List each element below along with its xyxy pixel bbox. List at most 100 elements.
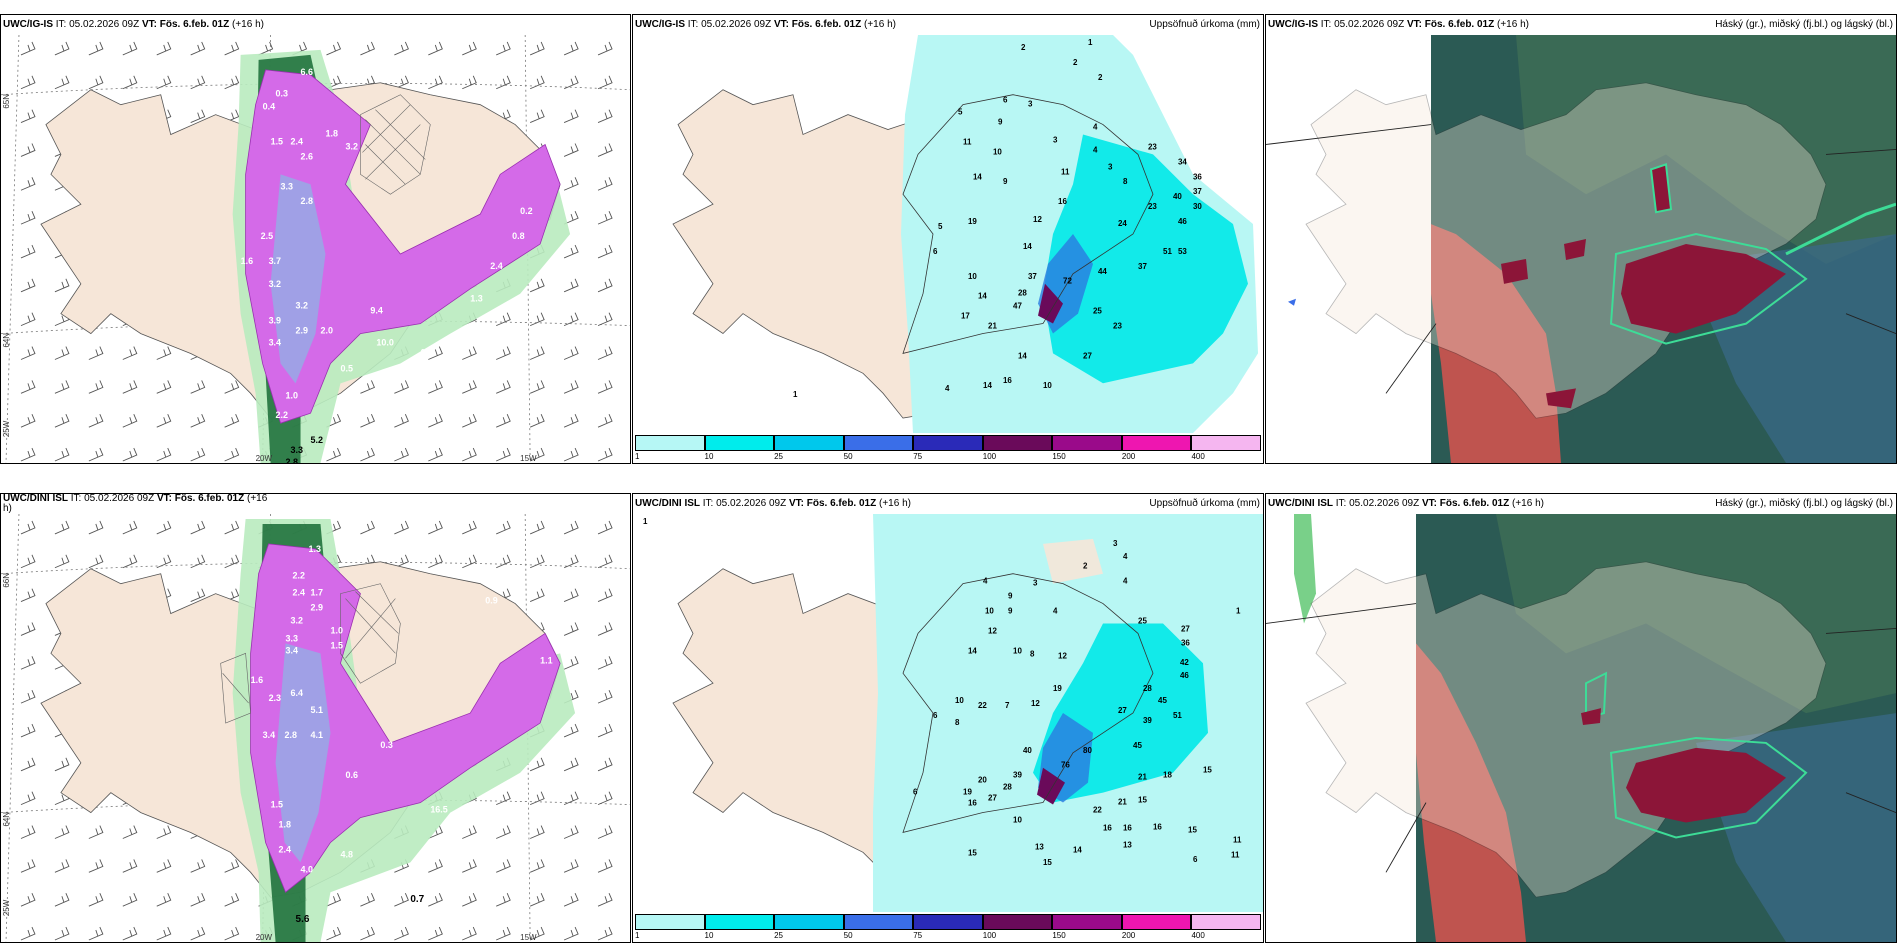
value-labels: 1 3 4 2 4 3 9 4 4 25 27 1 9 10 12 8 12 3… [643, 517, 1242, 867]
cloud-red-band [1416, 643, 1526, 942]
wind-barb [462, 926, 477, 941]
value-label: 0.3 [276, 89, 288, 99]
value-label: 3.9 [269, 316, 281, 326]
value-label: 0.5 [340, 363, 352, 373]
wind-barb [88, 520, 104, 535]
value-label: 3 [1113, 539, 1118, 548]
wind-barb [529, 926, 545, 941]
wind-barb [428, 75, 443, 90]
wind-barb [462, 859, 477, 873]
wind-barb [563, 859, 579, 873]
map-area: 1.3 0.9 2.2 2.4 1.7 2.9 3.2 1.0 1.5 3.4 … [1, 514, 630, 942]
value-label: 22 [1093, 806, 1102, 815]
wind-barb [190, 926, 206, 941]
value-label: 9 [998, 118, 1003, 127]
colorbar-tick: 200 [1121, 931, 1136, 940]
value-label: 1.3 [470, 294, 482, 304]
wind-barb [122, 926, 138, 941]
value-label: 10 [985, 607, 994, 616]
value-label: 5.2 [311, 435, 323, 445]
colorbar-swatch [913, 914, 983, 930]
value-label: 1.8 [420, 348, 432, 358]
value-label: 3 [1033, 579, 1038, 588]
model-name: UWC/DINI ISL [3, 493, 68, 504]
precip-lavender [270, 174, 326, 384]
value-label: 16 [1153, 822, 1162, 831]
value-label: 4 [1093, 145, 1098, 154]
wind-barb [462, 554, 477, 569]
wind-barb [20, 177, 36, 191]
valid-time: Fös. 6.feb. 01Z [159, 19, 230, 30]
value-label: 3.4 [269, 338, 281, 348]
wind-barb [156, 893, 172, 907]
model-name: UWC/IG-IS [3, 19, 53, 30]
wind-barb [20, 859, 36, 873]
value-label: 2.9 [296, 326, 308, 336]
wind-barb [597, 380, 613, 394]
lon-label: 20W [256, 933, 273, 942]
colorbar-tick: 50 [843, 931, 853, 940]
wind-barb [496, 791, 511, 806]
value-label: 1.0 [330, 625, 342, 635]
wind-barb [529, 520, 545, 535]
wind-barb [20, 447, 36, 462]
wind-barb [563, 278, 579, 293]
wind-barb [428, 520, 443, 535]
value-label: 2.5 [261, 231, 273, 241]
value-label: 19 [968, 217, 977, 226]
wind-barb [529, 346, 545, 360]
wind-barb [597, 859, 613, 873]
cloud-maroon-core [1621, 244, 1786, 334]
value-label: 12 [1033, 215, 1042, 224]
wind-barb [394, 520, 409, 535]
wind-barb [88, 447, 104, 462]
value-label: 53 [1178, 247, 1187, 256]
wind-barb [190, 554, 206, 569]
value-label: 0.7 [410, 894, 424, 905]
value-label: 18 [1163, 771, 1172, 780]
value-label: 2.4 [279, 844, 291, 854]
value-label: 8 [1030, 649, 1035, 658]
wind-barb [529, 588, 545, 603]
value-label: 46 [1180, 671, 1189, 680]
hatch-region [360, 94, 431, 195]
wind-barb [563, 143, 579, 157]
wind-barb [224, 75, 240, 90]
value-label: 37 [1028, 272, 1037, 281]
wind-barb [88, 380, 104, 394]
value-label: 2 [1021, 43, 1026, 52]
value-label: 0.8 [530, 606, 542, 616]
lead-time: (+16 h) [1512, 498, 1544, 509]
value-label: 6.6 [301, 67, 313, 77]
wind-barb [122, 75, 138, 90]
cloud-green-edge [1585, 671, 1608, 720]
wind-barb [54, 75, 70, 90]
colorbar-swatch [1052, 914, 1122, 930]
wind-barb [122, 414, 138, 428]
value-label: 15 [1203, 766, 1212, 775]
wind-barb [394, 554, 409, 569]
wind-barb [224, 893, 240, 907]
value-label: 6 [933, 711, 938, 720]
value-label: 15 [1188, 825, 1197, 834]
wind-barb [597, 244, 613, 259]
wind-barb [597, 177, 613, 191]
wind-barb [360, 380, 375, 394]
valid-time: Fös. 6.feb. 01Z [791, 19, 862, 30]
colorbar-tick: 25 [774, 931, 784, 940]
value-label: 0.9 [485, 596, 497, 606]
wind-barb [462, 520, 477, 535]
wind-barb [20, 312, 36, 327]
value-label: 5.6 [296, 914, 310, 925]
wind-barb [122, 825, 138, 839]
precip-purple [250, 543, 561, 893]
wind-barb [496, 926, 511, 941]
colorbar-swatch [1052, 435, 1122, 451]
value-label: 12 [988, 626, 997, 635]
value-label: 42 [1180, 658, 1189, 667]
wind-barb [54, 414, 70, 428]
value-label: 76 [1061, 761, 1070, 770]
colorbar-tick: 10 [704, 452, 714, 461]
value-label: 9 [1008, 592, 1013, 601]
value-label: 14 [973, 172, 982, 181]
